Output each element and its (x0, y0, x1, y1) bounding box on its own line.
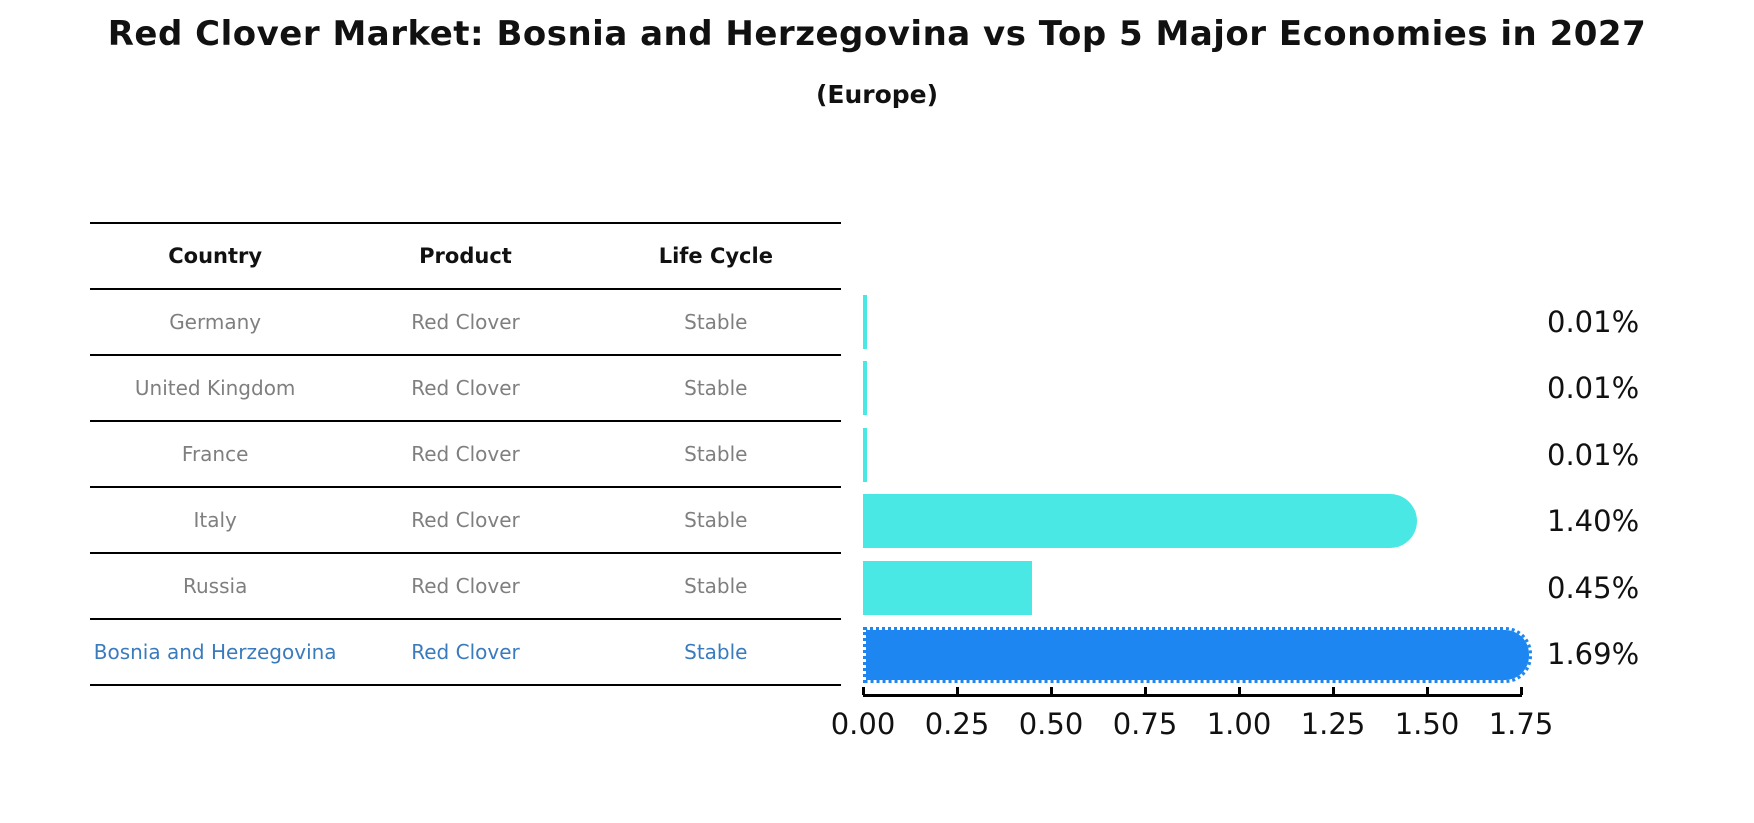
cell-country: Bosnia and Herzegovina (93, 640, 337, 664)
x-axis-tick-label: 0.50 (1018, 707, 1084, 741)
x-axis-tick-label: 0.00 (830, 707, 896, 741)
bar-france (863, 428, 867, 482)
cell-life-cycle: Stable (684, 574, 748, 598)
bar-united-kingdom (863, 361, 867, 415)
x-axis-tick (1238, 687, 1241, 695)
cell-product: Red Clover (411, 574, 520, 598)
cell-life-cycle: Stable (684, 508, 748, 532)
cell-country: Russia (183, 574, 248, 598)
x-axis-tick-label: 1.25 (1300, 707, 1366, 741)
cell-product: Red Clover (411, 442, 520, 466)
value-label: 0.45% (1547, 571, 1640, 605)
summary-table: Country Product Life Cycle Germany Red C… (90, 222, 841, 686)
x-axis-tick-label: 1.75 (1488, 707, 1554, 741)
table-row: Russia Red Clover Stable (90, 554, 841, 620)
value-label: 0.01% (1547, 371, 1640, 405)
x-axis-line (863, 694, 1522, 697)
cell-product: Red Clover (411, 640, 520, 664)
x-axis-tick (1520, 687, 1523, 695)
cell-life-cycle: Stable (684, 640, 748, 664)
x-axis-tick-label: 0.75 (1112, 707, 1178, 741)
cell-life-cycle: Stable (684, 310, 748, 334)
x-axis-tick-label: 0.25 (924, 707, 990, 741)
x-axis-tick (1332, 687, 1335, 695)
x-axis-tick-label: 1.00 (1206, 707, 1272, 741)
table-row: Germany Red Clover Stable (90, 290, 841, 356)
value-label: 1.69% (1547, 637, 1640, 671)
x-axis-tick-label: 1.50 (1394, 707, 1460, 741)
bar-russia (863, 561, 1033, 615)
table-header-row: Country Product Life Cycle (90, 224, 841, 290)
cell-life-cycle: Stable (684, 442, 748, 466)
x-axis-tick (1144, 687, 1147, 695)
value-label: 0.01% (1547, 305, 1640, 339)
cell-product: Red Clover (411, 376, 520, 400)
chart-subtitle: (Europe) (815, 80, 939, 109)
bar-italy (863, 494, 1418, 548)
bar-bosnia-and-herzegovina (863, 627, 1533, 683)
cell-product: Red Clover (411, 508, 520, 532)
column-header-country: Country (168, 244, 263, 268)
bar-germany (863, 295, 867, 349)
table-row: United Kingdom Red Clover Stable (90, 356, 841, 422)
chart-title: Red Clover Market: Bosnia and Herzegovin… (107, 14, 1647, 54)
column-header-life-cycle: Life Cycle (658, 244, 773, 268)
cell-country: United Kingdom (134, 376, 296, 400)
table-row-highlighted: Bosnia and Herzegovina Red Clover Stable (90, 620, 841, 686)
x-axis-tick (1050, 687, 1053, 695)
table-row: Italy Red Clover Stable (90, 488, 841, 554)
column-header-product: Product (419, 244, 512, 268)
x-axis-tick (1426, 687, 1429, 695)
cell-country: France (181, 442, 249, 466)
x-axis-tick (956, 687, 959, 695)
table-row: France Red Clover Stable (90, 422, 841, 488)
cell-product: Red Clover (411, 310, 520, 334)
cell-life-cycle: Stable (684, 376, 748, 400)
cell-country: Italy (193, 508, 237, 532)
value-label: 1.40% (1547, 504, 1640, 538)
value-label: 0.01% (1547, 438, 1640, 472)
x-axis-tick (862, 687, 865, 695)
cell-country: Germany (169, 310, 262, 334)
